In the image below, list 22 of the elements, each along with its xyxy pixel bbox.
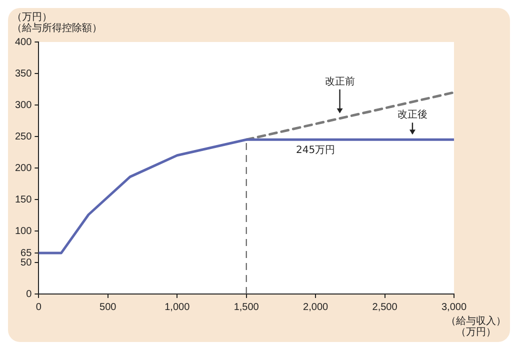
x-axis-title: （給与収入）（万円）: [446, 315, 506, 338]
y-axis-title: （万円）（給与所得控除額）: [12, 12, 102, 34]
x-tick-label: 0: [36, 302, 42, 313]
x-tick-label: 3,000: [441, 302, 467, 313]
x-tick-label: 500: [100, 302, 117, 313]
annotation: 245万円: [296, 145, 336, 156]
text: 改正前: [324, 75, 355, 88]
y-tick-label: 400: [14, 36, 32, 48]
x-tick-label: 2,000: [303, 302, 329, 313]
x-tick-label: 2,500: [372, 302, 398, 313]
y-tick-label: 100: [14, 226, 32, 237]
y-tick-label: 65: [20, 248, 32, 259]
y-tick-label: 350: [14, 68, 32, 80]
x-tick-label: 1,500: [234, 302, 260, 313]
x-tick-label: 1,000: [164, 302, 190, 313]
y-tick-label: 0: [26, 288, 32, 300]
series-label: 改正後: [397, 108, 428, 121]
y-tick-label: 300: [14, 100, 32, 111]
y-tick-label: 50: [20, 257, 32, 268]
y-tick-label: 250: [14, 131, 32, 142]
y-tick-label: 150: [14, 194, 32, 206]
y-tick-label: 200: [14, 162, 32, 174]
